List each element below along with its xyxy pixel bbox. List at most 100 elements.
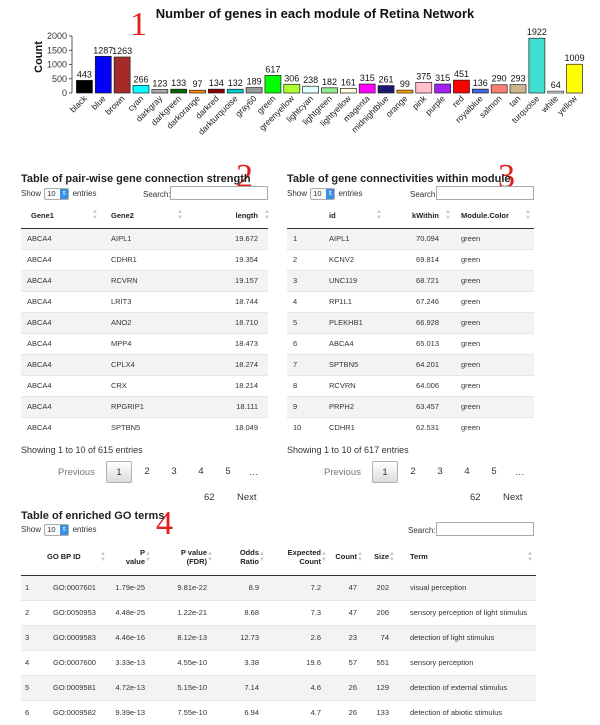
table1-cell: 19.354 [186, 248, 268, 270]
bar-value-label: 261 [379, 75, 394, 85]
table1-cell: 19.157 [186, 269, 268, 291]
table2-page-3[interactable]: 3 [437, 466, 443, 477]
column-header-label: P [139, 547, 145, 557]
table2-page-2[interactable]: 2 [410, 466, 416, 477]
sort-icon: ▲ ▼ [100, 550, 106, 563]
table-row: ABCA4 RCVRN 19.157 [21, 269, 268, 291]
table2-cell: 65.013 [385, 332, 449, 354]
table1-page-last[interactable]: 62 [204, 492, 215, 503]
column-header-label: Ratio [240, 556, 259, 566]
sort-icon: ▲ ▼ [259, 550, 265, 563]
table2-ellipsis: … [515, 467, 525, 478]
table2-cell: PLEKHB1 [315, 311, 385, 333]
table-row: 10 CDHR1 62.531 green [287, 416, 534, 438]
bar-value-label: 133 [171, 78, 186, 88]
table2-cell: KCNV2 [315, 248, 385, 270]
table3-cell: 3.38 [216, 649, 268, 675]
table2-cell: 62.531 [385, 416, 449, 438]
table1-page-4[interactable]: 4 [198, 466, 204, 477]
table3-col-count[interactable]: Count ▲ ▼ [330, 539, 366, 576]
bar-value-label: 443 [77, 69, 92, 79]
table1-col-gene2[interactable]: Gene2 ▲ ▼ [101, 203, 186, 229]
table-row: 5 PLEKHB1 66.928 green [287, 311, 534, 333]
table3-title: Table of enriched GO terms [21, 510, 165, 522]
table2-col-rownum[interactable] [287, 203, 315, 229]
table3-col-odds-ratio[interactable]: Odds Ratio ▲ ▼ [216, 539, 268, 576]
table2-cell: RCVRN [315, 374, 385, 396]
table2-col-module-color[interactable]: Module.Color ▲ ▼ [449, 203, 534, 229]
bar-value-label: 1009 [565, 53, 585, 63]
table1-page-1[interactable]: 1 [106, 461, 132, 483]
table3-cell: 129 [366, 674, 398, 700]
table1-previous-button[interactable]: Previous [58, 467, 95, 478]
table1-next-button[interactable]: Next [237, 492, 257, 503]
table1-cell: ABCA4 [21, 290, 101, 312]
bar-value-label: 189 [247, 77, 262, 87]
table2-previous-button[interactable]: Previous [324, 467, 361, 478]
show-label: Show [21, 189, 42, 199]
column-header-label: P value [180, 547, 207, 557]
x-tick-label: brown [103, 93, 127, 117]
table3-col-term[interactable]: Term ▲ ▼ [398, 539, 536, 576]
chevron-updown-icon: ⇕ [60, 189, 69, 199]
table2-cell: SPTBN5 [315, 353, 385, 375]
table2-cell: green [449, 269, 534, 291]
table2-cell: 70.094 [385, 227, 449, 249]
bar-darkgray [151, 89, 169, 94]
table2-cell: 10 [287, 416, 315, 438]
table2-col-id[interactable]: id ▲ ▼ [315, 203, 385, 229]
y-tick-label: 1500 [47, 45, 67, 55]
table2-page-5[interactable]: 5 [491, 466, 497, 477]
table3-cell: 4.6 [268, 674, 330, 700]
table1-page-5[interactable]: 5 [225, 466, 231, 477]
bar-value-label: 64 [551, 80, 561, 90]
bar-value-label: 161 [341, 77, 356, 87]
table3-col-p-value-fdr[interactable]: P value (FDR) ▲ ▼ [154, 539, 216, 576]
table2-cell: green [449, 290, 534, 312]
table2-title: Table of gene connectivities within modu… [287, 173, 511, 185]
table3-col-rownum[interactable] [21, 539, 43, 576]
table3-col-size[interactable]: Size ▲ ▼ [366, 539, 398, 576]
table2-cell: RP1L1 [315, 290, 385, 312]
table2-search-input[interactable] [436, 186, 534, 200]
sort-icon: ▲ ▼ [527, 550, 533, 563]
table3-page-length-select[interactable]: 10 ⇕ [44, 524, 70, 536]
table3-cell: 8.68 [216, 599, 268, 625]
table3-cell: detection of light stimulus [398, 624, 536, 650]
table2-cell: CDHR1 [315, 416, 385, 438]
table3-cell: 2 [21, 599, 43, 625]
table3-cell: GO:0007601 [43, 574, 109, 600]
table2-page-length-select[interactable]: 10 ⇕ [310, 188, 336, 200]
table2-cell: 2 [287, 248, 315, 270]
table1-search-input[interactable] [170, 186, 268, 200]
table2-next-button[interactable]: Next [503, 492, 523, 503]
table3-col-go-bp-id[interactable]: GO BP ID ▲ ▼ [43, 539, 109, 576]
x-tick-label: orange [384, 93, 410, 119]
table1-page-3[interactable]: 3 [171, 466, 177, 477]
table1-cell: CPLX4 [101, 353, 186, 375]
table2-page-last[interactable]: 62 [470, 492, 481, 503]
table3-col-expected-count[interactable]: Expected Count ▲ ▼ [268, 539, 330, 576]
chart-title: Number of genes in each module of Retina… [156, 6, 475, 21]
table3-cell: 19.6 [268, 649, 330, 675]
table3-cell: 4 [21, 649, 43, 675]
table1-page-2[interactable]: 2 [144, 466, 150, 477]
table-row: ABCA4 SPTBN5 18.049 [21, 416, 268, 438]
bar-pink [415, 81, 433, 94]
table1-col-length[interactable]: length ▲ ▼ [186, 203, 270, 229]
table2-col-kwithin[interactable]: kWithin ▲ ▼ [385, 203, 451, 229]
table2-cell: 1 [287, 227, 315, 249]
bar-value-label: 293 [511, 74, 526, 84]
table1-col-gene1[interactable]: Gene1 ▲ ▼ [21, 203, 101, 229]
table1-page-length-select[interactable]: 10 ⇕ [44, 188, 70, 200]
table2-page-4[interactable]: 4 [464, 466, 470, 477]
bar-value-label: 134 [209, 78, 224, 88]
table-row: 2 GO:0050953 4.48e-25 1.22e-21 8.68 7.3 47 206 s… [21, 599, 536, 625]
table1-cell: CDHR1 [101, 248, 186, 270]
table2-page-1[interactable]: 1 [372, 461, 398, 483]
table3-search-input[interactable] [436, 522, 534, 536]
table3-length-control: Show 10 ⇕ entries [21, 524, 97, 536]
table1-cell: ABCA4 [21, 353, 101, 375]
